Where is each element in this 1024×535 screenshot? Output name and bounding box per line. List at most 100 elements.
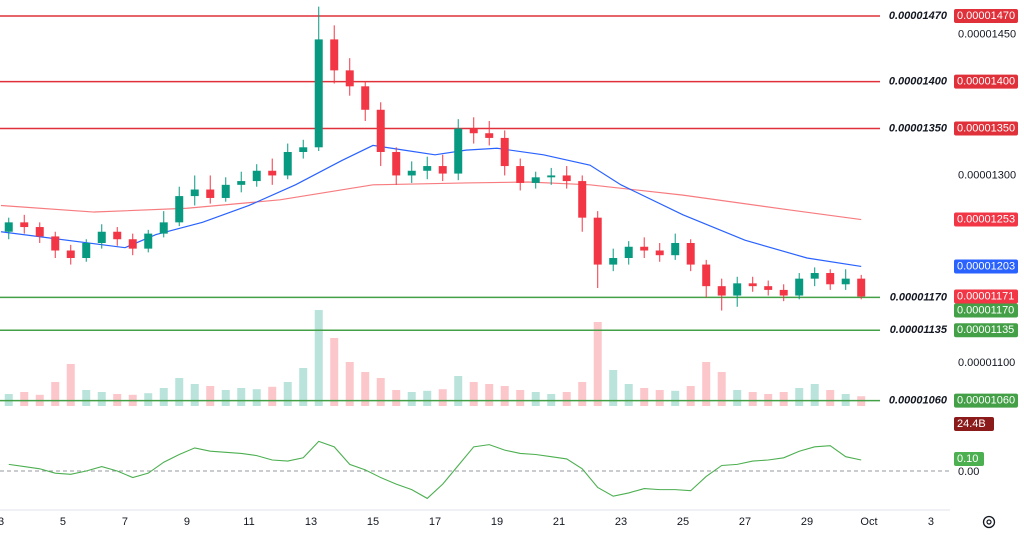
price-badge-label: 0.00001470 — [957, 10, 1015, 22]
volume-bar — [454, 376, 463, 406]
volume-bar — [733, 390, 742, 406]
volume-bar — [686, 386, 695, 406]
price-badge-label: 0.00001171 — [957, 290, 1014, 302]
candle-body — [237, 181, 246, 185]
candle-body — [671, 242, 680, 256]
candle-body — [841, 278, 850, 285]
candle-body — [609, 258, 618, 265]
volume-bar — [392, 390, 401, 406]
level-label: 0.00001470 — [889, 10, 948, 22]
price-badge — [954, 289, 1018, 304]
volume-bar — [97, 392, 106, 406]
volume-bar — [779, 392, 788, 406]
volume-bar — [206, 386, 215, 406]
oscillator-tick-label: 0.00 — [958, 466, 979, 478]
price-badge-label: 0.00001253 — [957, 213, 1015, 225]
x-tick-label: 29 — [801, 516, 813, 528]
volume-bar — [376, 378, 385, 406]
volume-bar — [252, 389, 261, 406]
candle-body — [593, 217, 602, 265]
volume-bar — [624, 384, 633, 406]
volume-bar — [66, 364, 75, 406]
volume-bar — [159, 388, 168, 406]
x-tick-label: 11 — [243, 516, 254, 528]
price-badge — [954, 259, 1018, 274]
volume-bar — [593, 322, 602, 406]
candle-body — [268, 170, 277, 176]
level-label: 0.00001135 — [890, 324, 948, 336]
candle-body — [547, 175, 556, 178]
candle-body — [562, 175, 571, 182]
level-label: 0.00001170 — [890, 291, 948, 303]
volume-bar — [469, 382, 478, 406]
candle-body — [764, 286, 773, 290]
volume-bar — [640, 388, 649, 406]
price-badge — [954, 74, 1018, 89]
candle-body — [361, 86, 370, 110]
volume-bar — [20, 392, 29, 406]
price-badge — [954, 8, 1018, 23]
x-tick-label: 21 — [553, 516, 565, 528]
candle-body — [578, 181, 587, 218]
candle-body — [314, 39, 323, 148]
volume-badge-label: 24.4B — [957, 418, 986, 430]
volume-bar — [190, 384, 199, 406]
candle-body — [97, 231, 106, 243]
candle-body — [206, 189, 215, 198]
x-tick-label: 23 — [615, 516, 627, 528]
candle-body — [810, 273, 819, 279]
moving-average-line — [0, 144, 862, 268]
candle-body — [655, 250, 664, 256]
settings-button[interactable] — [982, 515, 996, 529]
settings-gear-center[interactable] — [986, 519, 992, 525]
candle-body — [376, 109, 385, 152]
volume-bar — [562, 392, 571, 406]
volume-bar — [51, 382, 60, 406]
candle-body — [20, 222, 29, 228]
volume-bar — [609, 370, 618, 406]
volume-bar — [82, 390, 91, 406]
volume-bar — [221, 390, 230, 406]
settings-gear[interactable] — [982, 515, 996, 529]
price-badge — [954, 323, 1018, 338]
oscillator-badge-label: 0.10 — [957, 453, 978, 465]
candle-body — [500, 137, 509, 167]
volume-bar — [810, 384, 819, 406]
candle-body — [113, 231, 122, 240]
candle-body — [51, 236, 60, 251]
y-tick-label: 0.00001300 — [958, 169, 1016, 181]
y-tick-label: 0.00001450 — [958, 29, 1016, 41]
candle-body — [299, 147, 308, 152]
volume-bar — [314, 310, 323, 406]
candle-body — [144, 233, 153, 249]
volume-bar — [407, 392, 416, 406]
x-tick-label: 15 — [367, 516, 379, 528]
volume-bar — [283, 382, 292, 406]
volume-bar — [330, 338, 339, 406]
candle-body — [826, 273, 835, 285]
x-tick-label: 5 — [60, 516, 66, 528]
price-badge-label: 0.00001400 — [957, 76, 1015, 88]
x-tick-label: 13 — [305, 516, 317, 528]
volume-bar — [655, 390, 664, 406]
candle-body — [795, 278, 804, 296]
volume-bar — [500, 386, 509, 406]
candle-body — [702, 264, 711, 287]
candle-body — [175, 196, 184, 223]
candle-body — [469, 128, 478, 134]
candle-body — [128, 239, 137, 249]
volume-bar — [578, 382, 587, 406]
level-label: 0.00001060 — [889, 395, 948, 407]
candle-body — [345, 70, 354, 87]
candle-body — [392, 151, 401, 176]
candle-body — [35, 227, 44, 237]
candle-body — [779, 289, 788, 296]
volume-bar — [299, 368, 308, 406]
candle-body — [159, 222, 168, 234]
price-badge-label: 0.00001203 — [957, 260, 1015, 272]
candle-body — [283, 151, 292, 176]
candle-body — [748, 283, 757, 287]
candle-body — [485, 133, 494, 138]
volume-bar — [826, 390, 835, 406]
